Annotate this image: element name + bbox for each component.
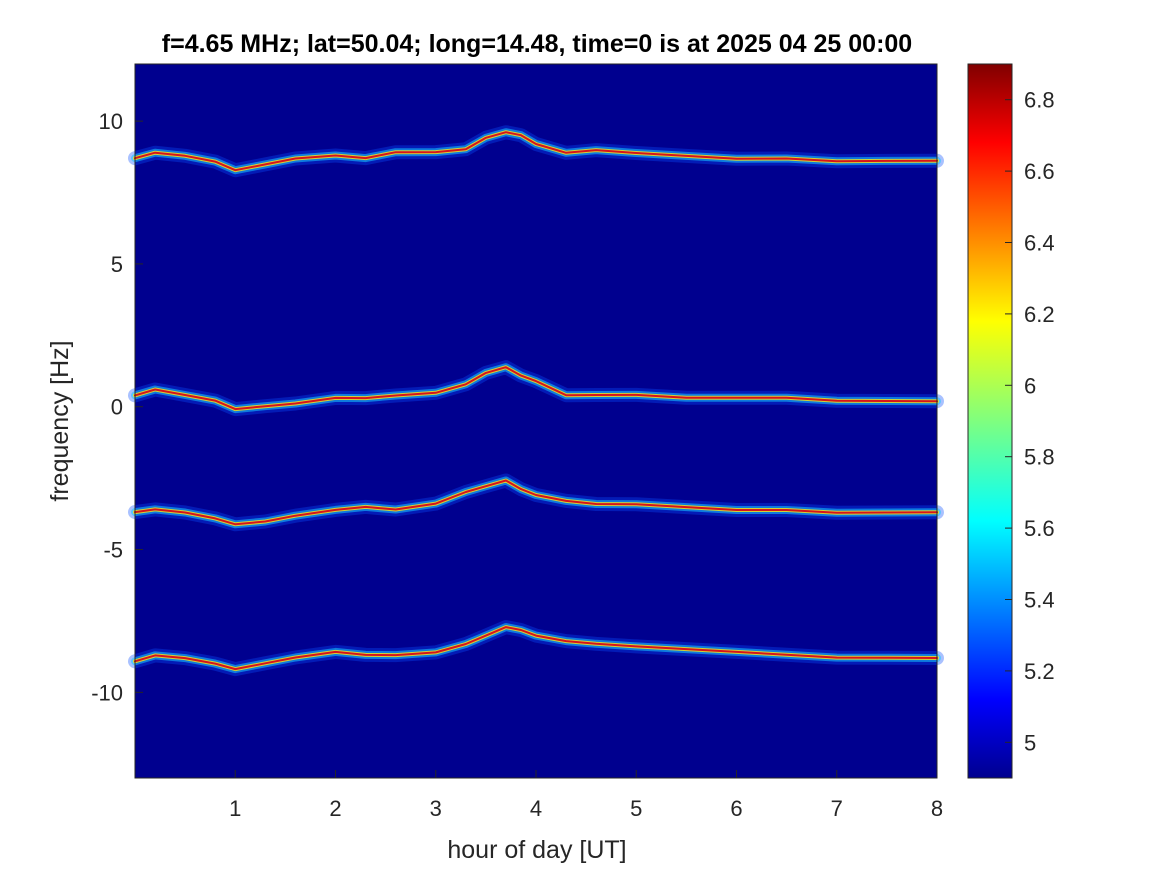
colorbar: 6.8 6.6 6.4 6.2 6 5.8 5.6 5.4 5.2 5	[967, 63, 1055, 779]
colorbar-tick-label: 5.2	[1024, 659, 1055, 684]
y-axis-label: frequency [Hz]	[46, 340, 74, 501]
x-axis-label: hour of day [UT]	[447, 836, 626, 864]
trace-1	[128, 125, 944, 178]
x-tick-label: 2	[329, 796, 341, 821]
x-tick-label: 8	[931, 796, 943, 821]
x-tick-label: 5	[630, 796, 642, 821]
x-tick-label: 1	[229, 796, 241, 821]
colorbar-tick-label: 6.4	[1024, 231, 1055, 256]
trace-line-layer-4	[134, 366, 938, 411]
colorbar-ticks: 6.8 6.6 6.4 6.2 6 5.8 5.6 5.4 5.2 5	[1005, 88, 1055, 755]
y-tick-label: 5	[111, 252, 123, 277]
colorbar-tick-label: 6.8	[1024, 88, 1055, 113]
colorbar-tick-label: 5.6	[1024, 516, 1055, 541]
colorbar-tick-label: 6.6	[1024, 159, 1055, 184]
y-axis: 10 5 0 -5 -10	[91, 109, 143, 705]
colorbar-tick-label: 6.2	[1024, 302, 1055, 327]
colorbar-tick-label: 6	[1024, 373, 1036, 398]
colorbar-tick-label: 5	[1024, 730, 1036, 755]
colorbar-tick-label: 5.4	[1024, 588, 1055, 613]
trace-3	[128, 473, 944, 532]
traces	[128, 125, 944, 677]
x-tick-label: 4	[530, 796, 542, 821]
chart-title: f=4.65 MHz; lat=50.04; long=14.48, time=…	[162, 30, 912, 58]
y-tick-label: 0	[111, 395, 123, 420]
trace-line-layer-4	[134, 626, 938, 671]
x-axis: 1 2 3 4 5 6 7 8	[229, 770, 943, 821]
colorbar-gradient	[967, 63, 1013, 779]
y-tick-label: -5	[103, 538, 123, 563]
trace-4	[128, 620, 944, 677]
trace-2	[128, 360, 944, 417]
colorbar-tick-label: 5.8	[1024, 445, 1055, 470]
x-tick-label: 6	[730, 796, 742, 821]
y-tick-label: -10	[91, 680, 123, 705]
trace-line-layer-4	[134, 131, 938, 172]
x-tick-label: 3	[430, 796, 442, 821]
x-tick-label: 7	[831, 796, 843, 821]
y-tick-label: 10	[99, 109, 123, 134]
trace-line-layer-4	[134, 479, 938, 526]
plot-area	[128, 63, 944, 779]
